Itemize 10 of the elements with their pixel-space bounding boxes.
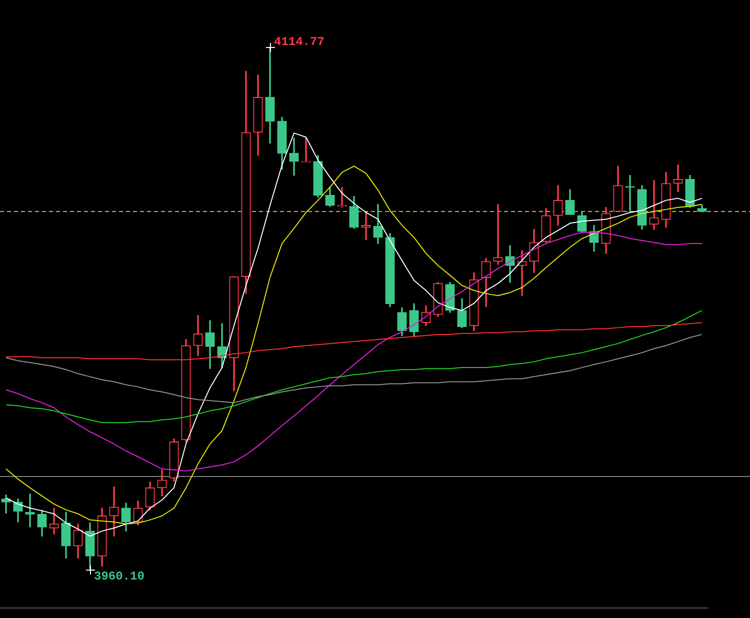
candlestick: [109, 486, 119, 536]
annotation: 3960.10: [94, 570, 144, 584]
candlestick: [493, 204, 503, 265]
candlestick: [49, 508, 59, 534]
candlestick: [625, 174, 635, 212]
annotation: 4114.77: [274, 35, 324, 50]
candlestick: [1, 494, 11, 514]
candlestick: [649, 180, 659, 230]
candlestick: [289, 138, 299, 176]
candlestick: [673, 164, 683, 192]
